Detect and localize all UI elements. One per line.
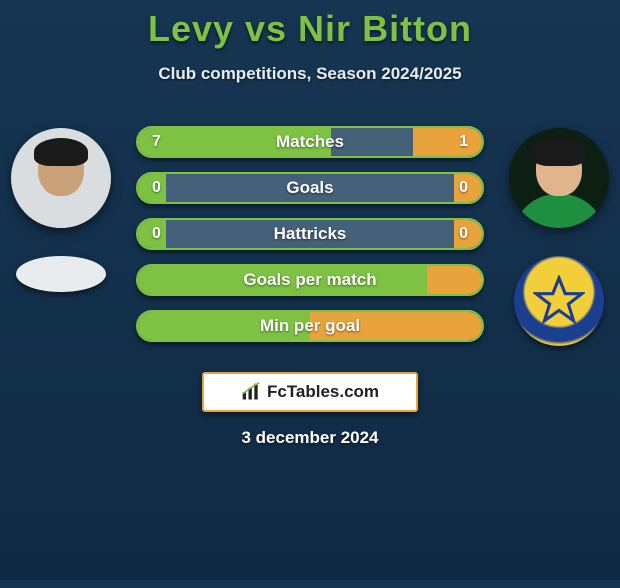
club-right-badge: [514, 256, 604, 346]
stat-label: Matches: [276, 132, 344, 152]
stat-fill-right: [427, 266, 482, 294]
player-left-avatar: [11, 128, 111, 228]
stat-value-right: 0: [459, 179, 468, 197]
site-name: FcTables.com: [267, 382, 379, 402]
stat-row: Matches 7 1: [136, 126, 484, 158]
date-label: 3 december 2024: [241, 428, 378, 448]
stat-row: Goals 0 0: [136, 172, 484, 204]
stat-value-left: 0: [152, 179, 161, 197]
stat-label: Hattricks: [274, 224, 347, 244]
left-player-column: [6, 128, 116, 292]
stat-label: Goals: [286, 178, 333, 198]
right-player-column: [504, 128, 614, 346]
stat-label: Min per goal: [260, 316, 360, 336]
star-icon: [533, 275, 585, 327]
stat-fill-right: [413, 128, 482, 156]
player-right-avatar: [509, 128, 609, 228]
page-subtitle: Club competitions, Season 2024/2025: [0, 64, 620, 84]
site-badge[interactable]: FcTables.com: [202, 372, 418, 412]
stat-value-right: 1: [459, 133, 468, 151]
page-title: Levy vs Nir Bitton: [0, 8, 620, 50]
stat-label: Goals per match: [243, 270, 376, 290]
club-left-badge: [16, 256, 106, 292]
bar-chart-icon: [241, 382, 261, 402]
stat-row: Hattricks 0 0: [136, 218, 484, 250]
stat-row: Goals per match: [136, 264, 484, 296]
stat-value-right: 0: [459, 225, 468, 243]
stat-row: Min per goal: [136, 310, 484, 342]
stat-value-left: 0: [152, 225, 161, 243]
stats-container: Matches 7 1 Goals 0 0 Hattricks 0 0 Goals per mat…: [136, 126, 484, 342]
stat-value-left: 7: [152, 133, 161, 151]
